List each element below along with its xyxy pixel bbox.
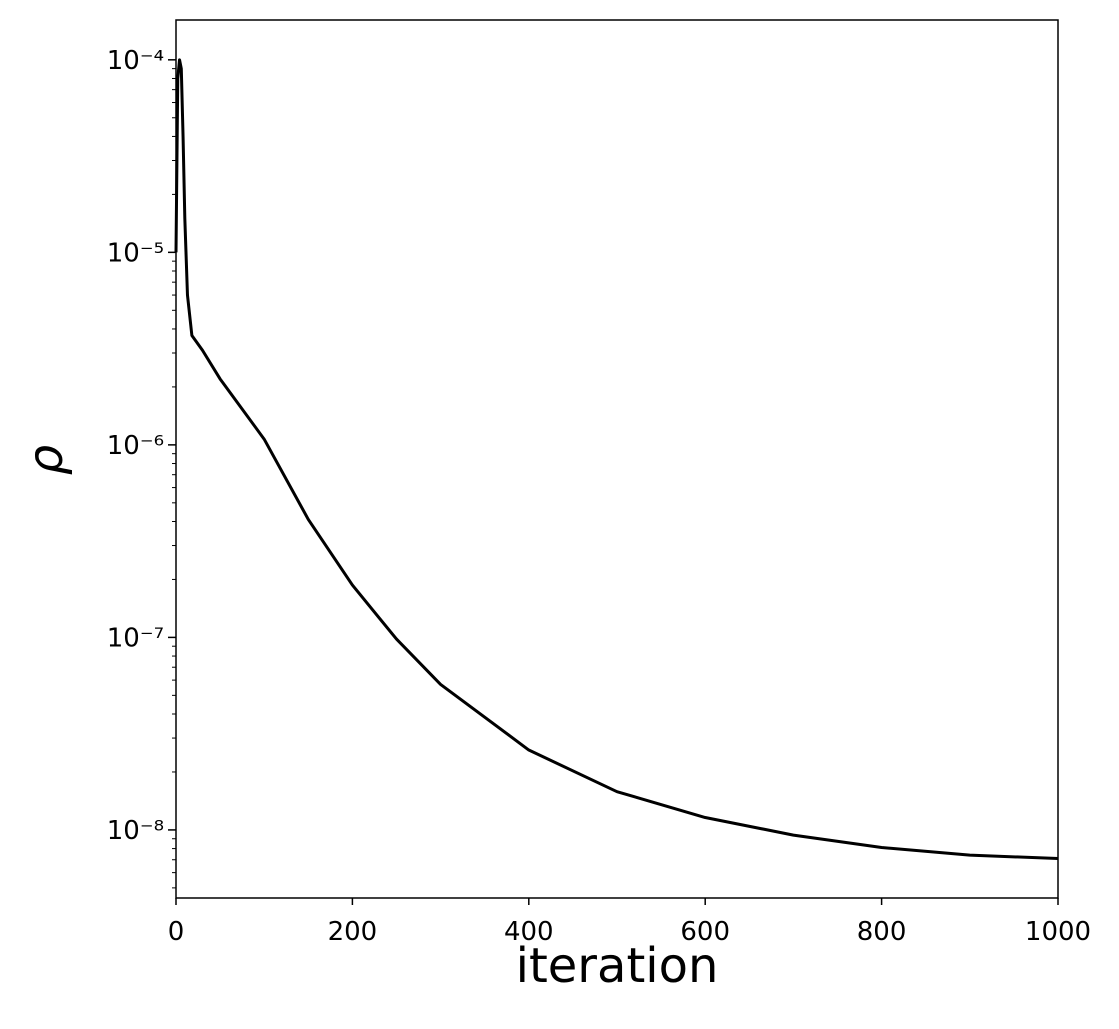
y-axis-label: ρ xyxy=(18,445,74,475)
y-tick-label: 10⁻⁴ xyxy=(107,46,164,76)
y-tick-label: 10⁻⁷ xyxy=(107,623,164,653)
y-tick-label: 10⁻⁵ xyxy=(107,238,164,268)
x-tick-label: 0 xyxy=(168,917,185,947)
y-tick-label: 10⁻⁸ xyxy=(107,816,164,846)
x-axis-label: iteration xyxy=(516,938,719,994)
line-series xyxy=(174,58,1059,861)
x-tick-label: 1000 xyxy=(1025,917,1091,947)
x-tick-label: 800 xyxy=(857,917,907,947)
x-tick-label: 600 xyxy=(680,917,730,947)
y-tick-label: 10⁻⁶ xyxy=(107,431,164,461)
x-tick-label: 400 xyxy=(504,917,554,947)
x-tick-label: 200 xyxy=(328,917,378,947)
plot-frame xyxy=(175,19,1059,899)
